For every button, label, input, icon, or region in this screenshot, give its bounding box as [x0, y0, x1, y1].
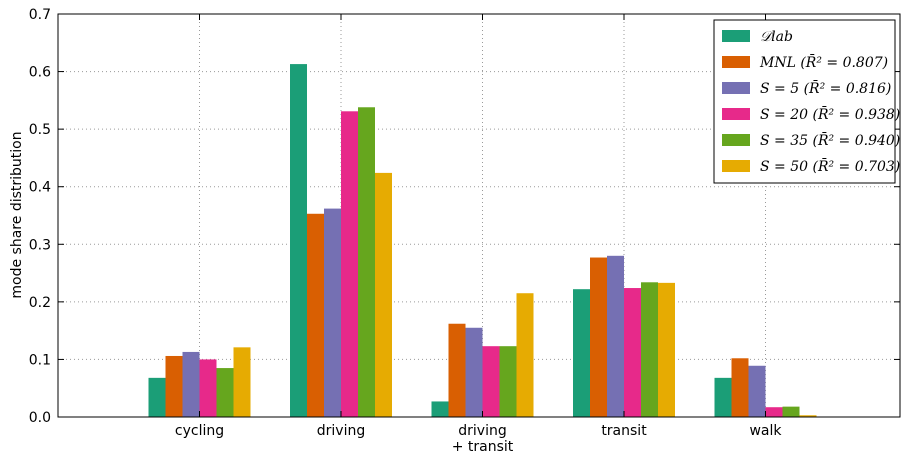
- bar-4-2: [499, 346, 517, 417]
- y-tick-label: 0.1: [29, 352, 51, 368]
- bars: [148, 64, 817, 417]
- x-tick-label: cycling: [175, 423, 224, 439]
- bar-2-2: [465, 327, 483, 417]
- plot-border: [57, 13, 901, 418]
- bar-3-3: [624, 288, 641, 417]
- legend-swatch: [722, 160, 750, 172]
- legend-label: 𝒟lab: [760, 29, 793, 45]
- x-tick-label: transit: [601, 423, 647, 439]
- bar-0-0: [148, 377, 166, 417]
- y-tick-label: 0.6: [29, 65, 51, 81]
- bar-5-1: [375, 172, 392, 417]
- legend-box: [713, 19, 896, 184]
- bar-3-1: [341, 111, 358, 417]
- legend: 𝒟lab MNL (R̄² = 0.807) S = 5 (R̄² = 0.816)…: [713, 19, 900, 184]
- x-axis-ticks: cycling driving driving + transit transit wal…: [175, 14, 782, 454]
- bar-5-4: [799, 415, 817, 417]
- bar-2-1: [324, 208, 341, 417]
- legend-swatch: [722, 30, 750, 42]
- bar-0-4: [714, 377, 732, 417]
- y-tick-label: 0.2: [29, 295, 51, 311]
- y-tick-label: 0.4: [29, 180, 51, 196]
- bar-1-4: [731, 358, 749, 417]
- legend-label: MNL (R̄² = 0.807): [759, 53, 888, 71]
- y-axis-label: mode share distribution: [9, 131, 25, 298]
- legend-label: S = 5 (R̄² = 0.816): [760, 79, 891, 97]
- legend-label: S = 50 (R̄² = 0.703): [760, 157, 900, 175]
- plot-frame: [57, 13, 901, 418]
- x-tick-label: driving: [317, 423, 365, 439]
- y-tick-label: 0.3: [29, 237, 51, 253]
- bar-4-0: [216, 368, 234, 417]
- y-tick-label: 0.5: [29, 122, 51, 138]
- legend-swatch: [722, 82, 750, 94]
- y-tick-label: 0.0: [29, 410, 51, 426]
- bar-2-0: [182, 351, 200, 417]
- bar-0-1: [290, 64, 307, 417]
- bar-1-3: [590, 257, 607, 417]
- bar-2-3: [607, 255, 624, 417]
- bar-3-2: [482, 346, 500, 417]
- bar-4-1: [358, 107, 375, 417]
- bar-2-4: [748, 365, 766, 417]
- legend-swatch: [722, 108, 750, 120]
- y-tick-label: 0.7: [29, 7, 51, 23]
- legend-swatch: [722, 134, 750, 146]
- bar-1-2: [448, 323, 466, 417]
- bar-5-0: [233, 347, 251, 417]
- bar-3-4: [765, 407, 783, 417]
- bar-4-4: [782, 406, 800, 417]
- bar-1-0: [165, 355, 183, 417]
- bar-5-3: [658, 282, 675, 417]
- bar-4-3: [641, 282, 658, 417]
- legend-swatch: [722, 56, 750, 68]
- legend-label: S = 35 (R̄² = 0.940): [760, 131, 900, 149]
- x-tick-label: driving + transit: [452, 423, 514, 454]
- bar-5-2: [516, 293, 534, 417]
- x-tick-label: walk: [749, 423, 782, 439]
- bar-1-1: [307, 213, 324, 417]
- bar-0-2: [431, 401, 449, 417]
- bar-3-0: [199, 359, 217, 417]
- legend-label: S = 20 (R̄² = 0.938): [760, 105, 900, 123]
- bar-0-3: [573, 289, 590, 417]
